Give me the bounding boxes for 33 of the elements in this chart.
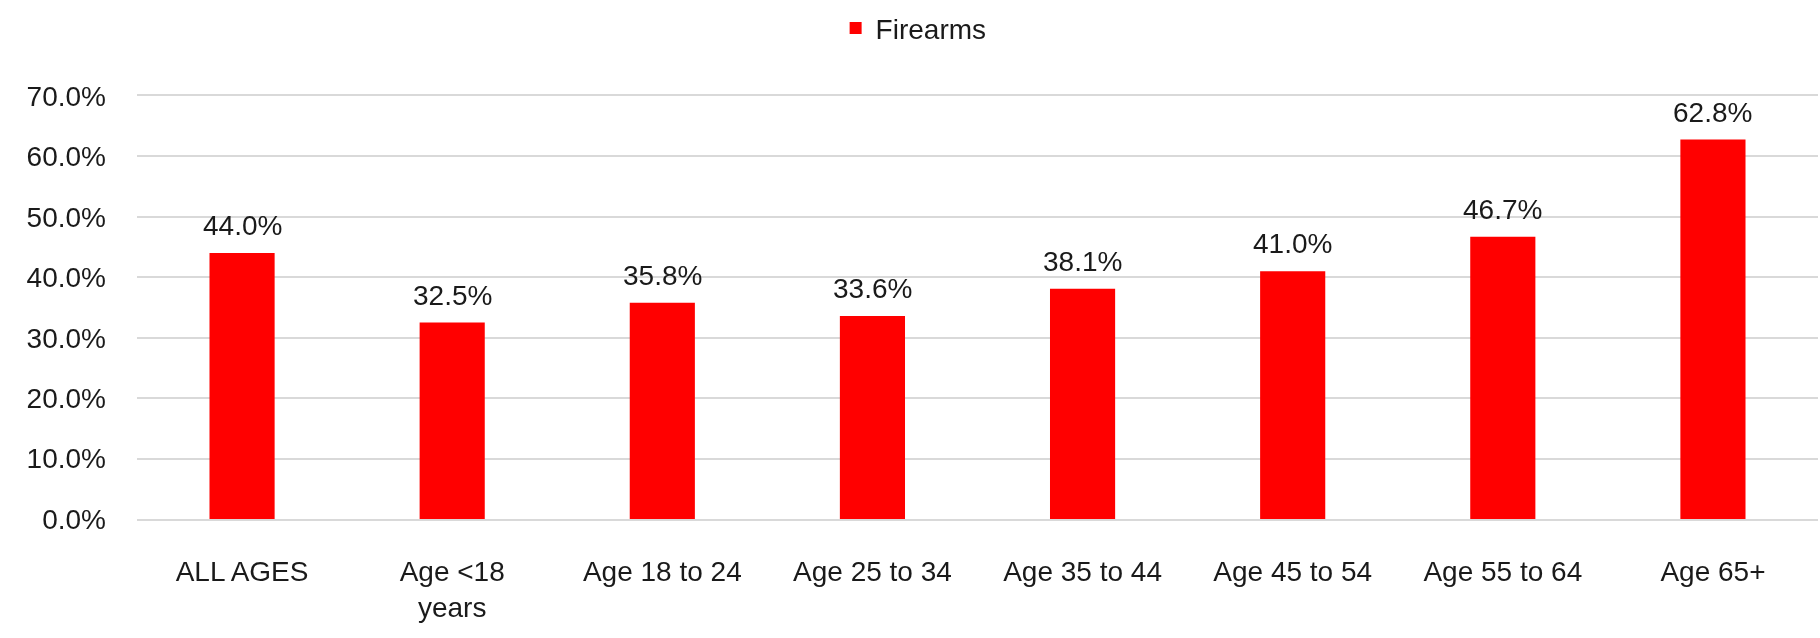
data-label: 32.5% xyxy=(413,280,493,311)
data-label: 44.0% xyxy=(203,210,283,241)
bar xyxy=(1260,271,1326,519)
bar xyxy=(1680,139,1746,519)
y-tick-label: 50.0% xyxy=(26,201,106,233)
bar xyxy=(1470,236,1536,519)
x-tick-label: Age 18 to 24 xyxy=(582,555,742,587)
x-tick-label: Age <18 years xyxy=(399,555,505,623)
y-tick-label: 0.0% xyxy=(42,503,106,535)
y-tick-label: 20.0% xyxy=(26,382,106,414)
data-label: 62.8% xyxy=(1673,97,1753,128)
data-label: 41.0% xyxy=(1253,228,1333,259)
data-label: 33.6% xyxy=(833,273,913,304)
bar xyxy=(419,322,485,519)
y-tick-label: 70.0% xyxy=(26,80,106,112)
y-tick-label: 60.0% xyxy=(26,141,106,173)
bar xyxy=(839,315,906,519)
data-label: 46.7% xyxy=(1463,194,1543,225)
data-label: 35.8% xyxy=(623,260,703,291)
y-tick-label: 30.0% xyxy=(26,322,106,354)
x-tick-label: Age 45 to 54 xyxy=(1213,555,1373,587)
bar xyxy=(1049,288,1116,519)
x-tick-label: Age 35 to 44 xyxy=(1003,555,1162,587)
legend-label: Firearms xyxy=(875,13,987,45)
bar xyxy=(629,302,695,519)
x-tick-label: Age 65+ xyxy=(1660,555,1766,587)
x-tick-label: Age 25 to 34 xyxy=(793,555,952,587)
y-tick-label: 40.0% xyxy=(26,262,106,294)
x-tick-label: ALL AGES xyxy=(175,555,309,587)
y-tick-label: 10.0% xyxy=(26,443,106,475)
data-label: 38.1% xyxy=(1043,246,1123,277)
x-tick-label: Age 55 to 64 xyxy=(1423,555,1583,587)
bar xyxy=(209,253,275,519)
